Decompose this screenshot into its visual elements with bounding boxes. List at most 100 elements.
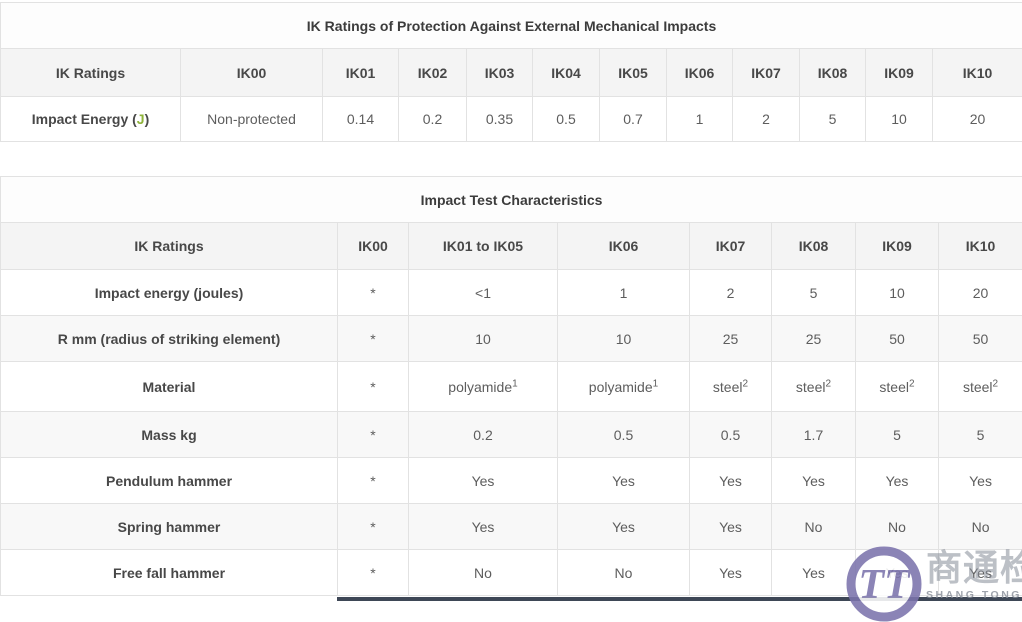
table2-data-cell: 5 xyxy=(772,270,856,316)
table1-data-cell: 2 xyxy=(733,97,800,142)
superscript-note: 2 xyxy=(993,378,999,389)
table2-header-cell: IK00 xyxy=(338,223,409,270)
table2-data-cell: 5 xyxy=(939,412,1022,458)
superscript-note: 1 xyxy=(512,378,518,389)
table1-data-cell: 0.2 xyxy=(399,97,467,142)
table1-header-cell: IK05 xyxy=(600,49,667,97)
table2-data-cell: 1 xyxy=(558,270,690,316)
table2-row-label: Mass kg xyxy=(1,412,338,458)
table1-data-cell: 0.7 xyxy=(600,97,667,142)
table1-title-row: IK Ratings of Protection Against Externa… xyxy=(1,3,1022,49)
table2-data-cell: steel2 xyxy=(939,362,1022,412)
table2-row-label: Spring hammer xyxy=(1,504,338,550)
table-gap xyxy=(0,142,1022,176)
superscript-note: 1 xyxy=(653,378,659,389)
table2-data-cell: 0.2 xyxy=(409,412,558,458)
ik-ratings-table: IK Ratings of Protection Against Externa… xyxy=(0,2,1022,142)
table1-row-label: Impact Energy (J) xyxy=(1,97,181,142)
table2-data-cell: No xyxy=(939,504,1022,550)
table1-header-cell: IK04 xyxy=(533,49,600,97)
table2-data-cell: steel2 xyxy=(856,362,939,412)
table2-data-cell: Yes xyxy=(856,550,939,596)
table1-data-cell: 0.5 xyxy=(533,97,600,142)
table2-data-cell: <1 xyxy=(409,270,558,316)
table2-row-label: Material xyxy=(1,362,338,412)
table1-data-cell: 5 xyxy=(800,97,866,142)
table2-row-label: Free fall hammer xyxy=(1,550,338,596)
table2-row-label: R mm (radius of striking element) xyxy=(1,316,338,362)
table1-title: IK Ratings of Protection Against Externa… xyxy=(1,3,1022,49)
table2-data-cell: 0.5 xyxy=(690,412,772,458)
table2-header-cell: IK01 to IK05 xyxy=(409,223,558,270)
table2-data-cell: * xyxy=(338,504,409,550)
table2-data-cell: No xyxy=(409,550,558,596)
table2-data-cell: * xyxy=(338,550,409,596)
superscript-note: 2 xyxy=(826,378,832,389)
table2-row-label: Pendulum hammer xyxy=(1,458,338,504)
table2-data-cell: No xyxy=(558,550,690,596)
table2-data-cell: * xyxy=(338,458,409,504)
table1-header-cell: IK03 xyxy=(467,49,533,97)
table1-data-cell: 0.35 xyxy=(467,97,533,142)
table1-header-cell: IK Ratings xyxy=(1,49,181,97)
table1-header-cell: IK01 xyxy=(323,49,399,97)
table2-data-cell: steel2 xyxy=(690,362,772,412)
table2-data-cell: 50 xyxy=(856,316,939,362)
table2-data-cell: * xyxy=(338,412,409,458)
table2-title-row: Impact Test Characteristics xyxy=(1,177,1022,223)
table2-data-cell: 25 xyxy=(690,316,772,362)
table2-data-cell: Yes xyxy=(558,504,690,550)
table1-data-cell: 1 xyxy=(667,97,733,142)
table2-data-cell: Yes xyxy=(939,550,1022,596)
table2-header-cell: IK08 xyxy=(772,223,856,270)
table2-title: Impact Test Characteristics xyxy=(1,177,1022,223)
table2-header-cell: IK Ratings xyxy=(1,223,338,270)
table2-data-cell: 20 xyxy=(939,270,1022,316)
table1-header-cell: IK10 xyxy=(933,49,1022,97)
table2-data-cell: Yes xyxy=(939,458,1022,504)
superscript-note: 2 xyxy=(743,378,749,389)
table2-header-cell: IK09 xyxy=(856,223,939,270)
table1-header-cell: IK09 xyxy=(866,49,933,97)
table2-data-cell: * xyxy=(338,316,409,362)
table2-data-cell: Yes xyxy=(772,550,856,596)
table1-header-cell: IK06 xyxy=(667,49,733,97)
table2-data-cell: Yes xyxy=(690,550,772,596)
table2-data-cell: * xyxy=(338,270,409,316)
table2-data-cell: No xyxy=(856,504,939,550)
table2-header-cell: IK07 xyxy=(690,223,772,270)
table2-data-cell: 2 xyxy=(690,270,772,316)
superscript-note: 2 xyxy=(909,378,915,389)
table2-header-cell: IK06 xyxy=(558,223,690,270)
table2-data-cell: 10 xyxy=(856,270,939,316)
table2-data-cell: 5 xyxy=(856,412,939,458)
table2-data-cell: Yes xyxy=(409,458,558,504)
bottom-cutoff-bar xyxy=(337,597,1022,601)
table2-data-cell: 10 xyxy=(558,316,690,362)
table2-data-cell: * xyxy=(338,362,409,412)
table2-data-cell: 0.5 xyxy=(558,412,690,458)
table1-header-cell: IK07 xyxy=(733,49,800,97)
table2-data-cell: 1.7 xyxy=(772,412,856,458)
table2-data-cell: 25 xyxy=(772,316,856,362)
table2-data-cell: Yes xyxy=(690,504,772,550)
table2-data-cell: 10 xyxy=(409,316,558,362)
table2-data-cell: polyamide1 xyxy=(558,362,690,412)
table2-data-cell: Yes xyxy=(409,504,558,550)
table2-data-cell: Yes xyxy=(856,458,939,504)
table1-data-cell: Non-protected xyxy=(181,97,323,142)
table1-data-cell: 20 xyxy=(933,97,1022,142)
table1-header-cell: IK02 xyxy=(399,49,467,97)
table2-data-cell: 50 xyxy=(939,316,1022,362)
impact-energy-unit: J xyxy=(137,111,145,127)
table2-data-cell: Yes xyxy=(772,458,856,504)
